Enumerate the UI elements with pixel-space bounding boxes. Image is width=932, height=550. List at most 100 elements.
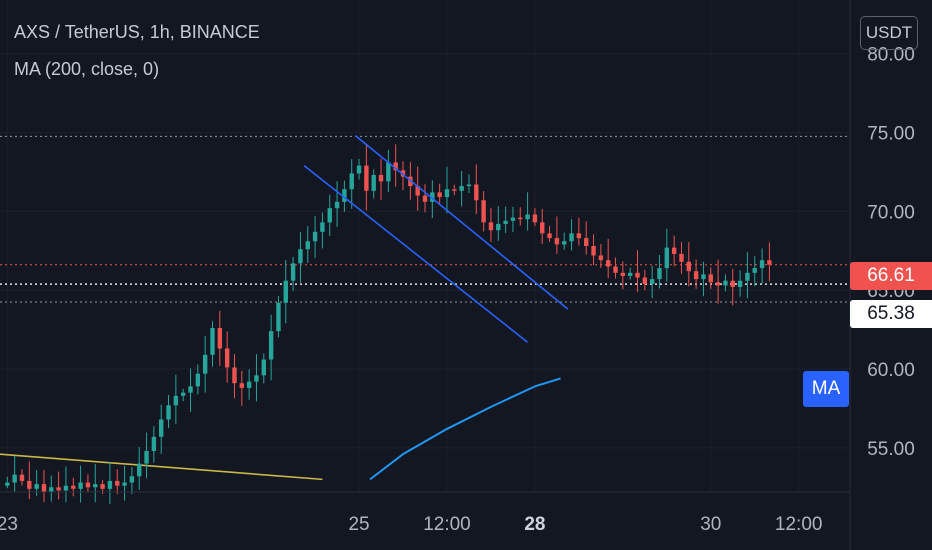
candle-body bbox=[342, 189, 347, 202]
candle-up bbox=[569, 219, 574, 251]
candle-body bbox=[115, 480, 120, 486]
candle-up bbox=[627, 267, 633, 280]
ma-badge[interactable]: MA bbox=[803, 371, 849, 407]
candle-up bbox=[664, 228, 670, 282]
candle-body bbox=[613, 266, 618, 273]
candle-down bbox=[679, 242, 684, 274]
candle-down bbox=[452, 184, 457, 196]
candle-body bbox=[664, 247, 670, 269]
candle-body bbox=[723, 280, 728, 286]
candle-up bbox=[188, 368, 193, 412]
candle-down bbox=[85, 474, 91, 493]
candle-up bbox=[737, 270, 743, 297]
candle-down bbox=[671, 235, 677, 267]
candle-body bbox=[400, 170, 406, 177]
candle-up bbox=[444, 166, 450, 214]
candle-up bbox=[5, 476, 10, 489]
symbol-legend[interactable]: AXS / TetherUS, 1h, BINANCE bbox=[14, 22, 260, 42]
candle-body bbox=[496, 223, 501, 231]
candle-body bbox=[642, 277, 648, 284]
time-tick-label: 23 bbox=[0, 514, 18, 535]
candle-body bbox=[386, 162, 391, 182]
candle-down bbox=[767, 242, 772, 282]
candle-body bbox=[444, 189, 450, 198]
price-tick-label: 55.00 bbox=[867, 439, 915, 460]
channel-upper-line bbox=[354, 134, 569, 310]
currency-button[interactable]: USDT bbox=[860, 16, 918, 50]
ma-legend[interactable]: MA (200, close, 0) bbox=[14, 59, 160, 79]
candle-body bbox=[298, 249, 303, 264]
candle-body bbox=[261, 359, 266, 376]
candle-body bbox=[466, 184, 472, 187]
candle-up bbox=[12, 455, 17, 493]
candle-body bbox=[78, 482, 83, 489]
candle-body bbox=[356, 165, 362, 174]
candle-body bbox=[159, 419, 164, 437]
candle-down bbox=[635, 250, 640, 292]
candle-up bbox=[144, 432, 149, 479]
candle-body bbox=[349, 173, 354, 190]
candle-body bbox=[437, 192, 442, 198]
candle-body bbox=[56, 487, 61, 491]
candle-body bbox=[180, 392, 186, 396]
price-tick-label: 70.00 bbox=[867, 202, 915, 223]
candle-body bbox=[693, 271, 699, 280]
candle-body bbox=[254, 375, 259, 382]
candle-down bbox=[232, 354, 237, 399]
candle-down bbox=[591, 234, 596, 266]
candle-down bbox=[642, 269, 648, 291]
candle-body bbox=[100, 484, 105, 489]
dotted-levels bbox=[0, 135, 850, 303]
candle-body bbox=[202, 354, 208, 374]
candle-body bbox=[730, 280, 735, 287]
candle-body bbox=[195, 373, 201, 387]
candle-up bbox=[496, 206, 501, 241]
candle-up bbox=[129, 467, 135, 495]
candle-body bbox=[708, 274, 713, 283]
candle-body bbox=[85, 482, 91, 488]
trend-channel[interactable] bbox=[303, 134, 569, 343]
candle-down bbox=[518, 207, 523, 226]
time-tick-label: 12:00 bbox=[423, 514, 471, 535]
time-tick-label: 25 bbox=[348, 514, 369, 535]
candle-body bbox=[547, 233, 552, 239]
candle-down bbox=[715, 259, 721, 304]
candle-body bbox=[312, 231, 318, 242]
candle-down bbox=[481, 191, 486, 232]
candle-up bbox=[180, 388, 186, 402]
candle-body bbox=[701, 274, 706, 280]
candle-down bbox=[224, 331, 230, 383]
candle-body bbox=[510, 217, 516, 221]
candle-up bbox=[159, 404, 164, 454]
candle-up bbox=[254, 354, 259, 402]
candle-body bbox=[166, 405, 171, 420]
candle-body bbox=[41, 484, 47, 492]
candle-up bbox=[93, 463, 98, 503]
moving-average-line bbox=[369, 377, 561, 481]
candle-body bbox=[686, 261, 691, 272]
candle-up bbox=[752, 256, 757, 287]
time-tick-label: 28 bbox=[524, 514, 545, 535]
last-price-tag: 66.61 bbox=[850, 262, 932, 290]
candle-down bbox=[217, 310, 223, 366]
candle-body bbox=[532, 214, 538, 223]
candle-up bbox=[386, 149, 391, 193]
candle-down bbox=[437, 183, 442, 205]
candle-body bbox=[598, 255, 604, 261]
candle-body bbox=[474, 184, 479, 201]
candle-body bbox=[679, 253, 684, 262]
candle-body bbox=[12, 474, 17, 483]
candle-body bbox=[19, 474, 25, 481]
candle-up bbox=[276, 296, 281, 338]
candle-body bbox=[671, 247, 677, 254]
candle-up bbox=[525, 192, 530, 231]
candle-body bbox=[393, 162, 398, 171]
time-axis[interactable]: 23 25 12:00 28 30 12:00 bbox=[0, 514, 822, 535]
candle-up bbox=[246, 369, 252, 400]
candle-body bbox=[605, 260, 611, 267]
candle-body bbox=[576, 233, 582, 239]
candle-body bbox=[737, 280, 743, 287]
candle-up bbox=[759, 248, 765, 284]
